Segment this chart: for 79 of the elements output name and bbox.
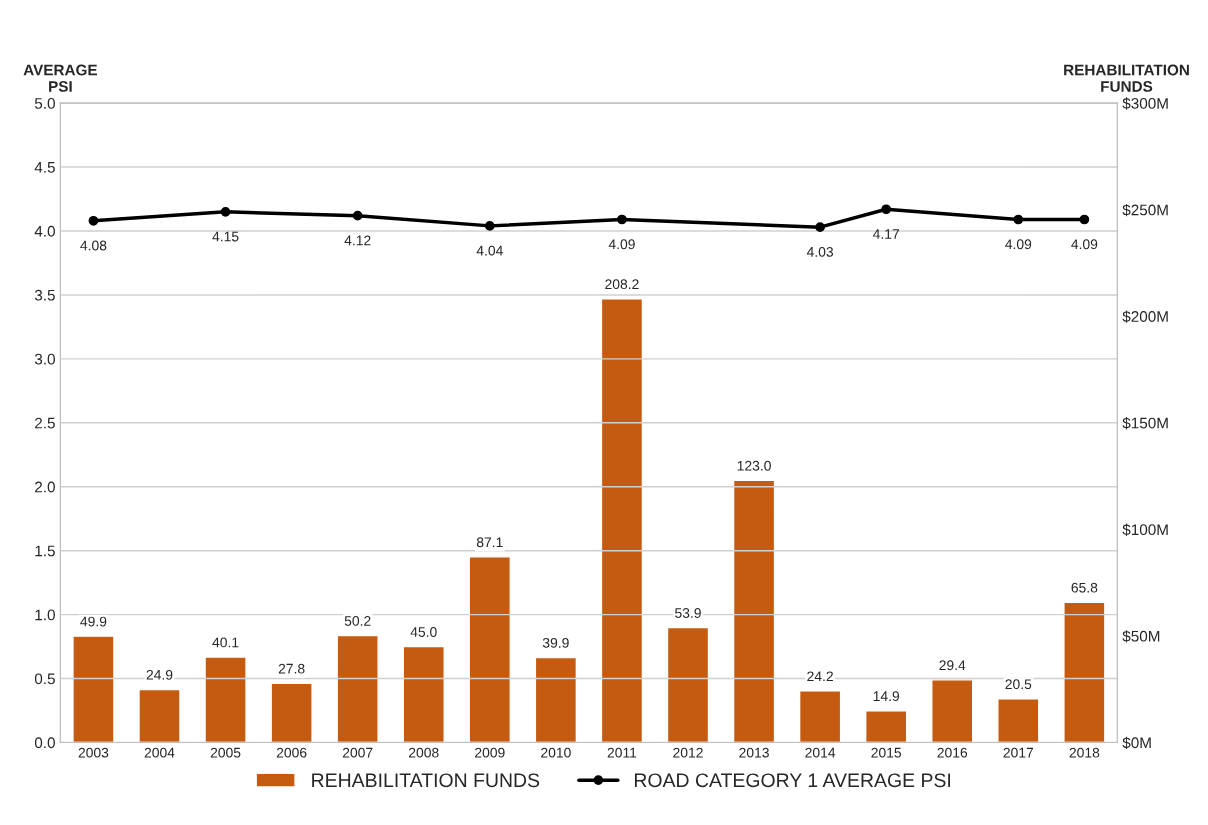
- bar: [798, 690, 842, 743]
- x-tick-label: 2015: [871, 747, 902, 758]
- y-tick-label: 4.5: [34, 162, 55, 173]
- y2-tick-label: $50M: [1122, 630, 1160, 643]
- x-tick-label: 2010: [541, 747, 571, 758]
- bar: [997, 698, 1040, 743]
- x-tick-label: 2014: [805, 747, 836, 758]
- y-tick-label: 5.0: [34, 97, 55, 109]
- x-tick-label: 2016: [937, 747, 968, 758]
- bar: [72, 635, 115, 743]
- bar: [931, 679, 974, 743]
- bar: [336, 634, 379, 743]
- x-tick-label: 2017: [1003, 747, 1034, 758]
- data-label: 27.8: [278, 663, 305, 674]
- y-tick-label: 4.0: [34, 225, 55, 237]
- data-label: 4.08: [80, 240, 107, 251]
- x-tick-label: 2005: [210, 747, 241, 758]
- y-axis-title: AVERAGE PSI: [23, 64, 98, 92]
- x-tick-label: 2004: [144, 747, 175, 758]
- data-label: 4.09: [608, 239, 635, 250]
- y-tick-label: 3.0: [34, 353, 55, 365]
- data-label: 4.09: [1005, 239, 1032, 250]
- bar: [270, 682, 313, 743]
- data-label: 87.1: [476, 537, 503, 548]
- data-label: 49.9: [80, 616, 107, 627]
- data-label: 4.09: [1071, 239, 1098, 250]
- bar: [468, 556, 511, 743]
- x-tick-label: 2013: [739, 747, 769, 758]
- x-tick-label: 2011: [607, 747, 637, 758]
- y-tick-label: 0.5: [34, 673, 55, 685]
- y-tick-label: 1.5: [35, 545, 55, 557]
- data-label: 39.9: [542, 637, 569, 648]
- y-tick-label: 3.5: [34, 289, 55, 301]
- data-label: 14.9: [873, 691, 900, 702]
- y2-tick-label: $100M: [1122, 523, 1168, 536]
- bar: [1063, 601, 1106, 743]
- data-label: 20.5: [1005, 679, 1032, 690]
- bar: [402, 645, 445, 743]
- y2-tick-label: $200M: [1122, 310, 1168, 323]
- x-tick-label: 2012: [673, 747, 703, 758]
- x-tick-label: 2008: [409, 747, 439, 758]
- data-label: 50.2: [344, 615, 371, 626]
- bar: [666, 626, 710, 743]
- data-label: 4.03: [806, 246, 834, 257]
- x-tick-label: 2003: [78, 747, 109, 758]
- bar: [138, 688, 181, 743]
- data-label: 24.2: [807, 671, 833, 682]
- y2-tick-label: $300M: [1122, 97, 1168, 110]
- data-label: 123.0: [737, 460, 771, 471]
- y-tick-label: 1.0: [35, 609, 55, 621]
- y-tick-label: 2.0: [35, 481, 55, 493]
- legend-label: ROAD CATEGORY 1 AVERAGE PSI: [634, 773, 951, 788]
- data-label: 53.9: [675, 608, 701, 618]
- data-label: 45.0: [410, 627, 437, 637]
- x-tick-label: 2007: [342, 747, 373, 758]
- bar: [600, 298, 644, 743]
- data-label: 40.1: [212, 637, 239, 648]
- y2-axis-title: REHABILITATION FUNDS: [1064, 64, 1189, 92]
- data-label: 4.17: [872, 229, 899, 239]
- data-label: 208.2: [605, 279, 639, 290]
- y-tick-label: 0.0: [34, 737, 55, 749]
- x-tick-label: 2006: [276, 747, 307, 758]
- bar: [534, 656, 578, 743]
- data-label: 65.8: [1071, 582, 1098, 593]
- x-tick-label: 2009: [475, 747, 505, 758]
- data-label: 4.12: [344, 235, 371, 246]
- data-label: 24.9: [146, 669, 173, 680]
- y2-tick-label: $0M: [1122, 736, 1151, 750]
- bar: [732, 479, 776, 743]
- data-label: 29.4: [939, 660, 966, 671]
- data-label: 4.15: [212, 231, 239, 242]
- bar: [865, 710, 908, 743]
- bar: [204, 656, 247, 743]
- x-tick-label: 2018: [1069, 747, 1100, 758]
- data-label: 4.04: [476, 245, 503, 256]
- y2-tick-label: $250M: [1122, 203, 1168, 217]
- y2-tick-label: $150M: [1122, 417, 1168, 430]
- y-tick-label: 2.5: [35, 417, 55, 429]
- legend-label: REHABILITATION FUNDS: [312, 773, 540, 788]
